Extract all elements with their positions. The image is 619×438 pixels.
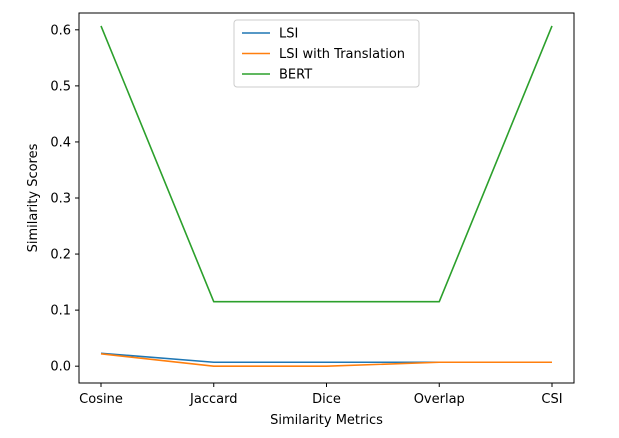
y-tick-label: 0.6 (50, 23, 71, 38)
legend-label: LSI (279, 27, 298, 42)
x-tick-label: CSI (541, 392, 562, 407)
y-tick-label: 0.2 (50, 248, 71, 263)
y-tick-label: 0.1 (50, 304, 71, 319)
y-tick-label: 0.3 (50, 192, 71, 207)
y-axis: 0.0 0.1 0.2 0.3 0.4 0.5 0.6 (50, 23, 79, 375)
legend: LSI LSI with Translation BERT (233, 19, 420, 88)
y-tick-label: 0.4 (50, 135, 71, 150)
legend-label: LSI with Translation (279, 47, 405, 62)
y-tick-label: 0.5 (50, 79, 71, 94)
series-layer (100, 25, 553, 367)
series-line-1 (100, 353, 552, 367)
x-tick-label: Jaccard (189, 392, 237, 407)
x-axis-label: Similarity Metrics (270, 413, 383, 428)
series-line-2 (100, 25, 553, 303)
x-tick-label: Overlap (414, 392, 465, 407)
x-axis: Cosine Jaccard Dice Overlap CSI (79, 383, 563, 407)
y-axis-label: Similarity Scores (26, 143, 41, 252)
legend-label: BERT (279, 68, 312, 83)
x-tick-label: Cosine (79, 392, 123, 407)
legend-box (233, 19, 420, 88)
x-tick-label: Dice (312, 392, 341, 407)
y-tick-label: 0.0 (50, 360, 71, 375)
